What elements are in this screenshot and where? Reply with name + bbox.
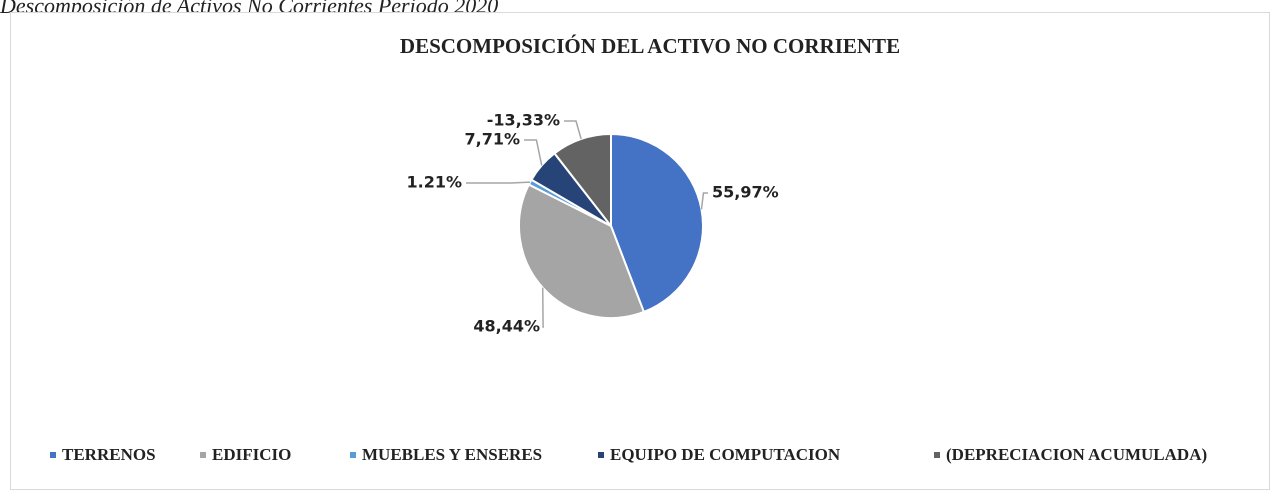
pie-slice [610,132,704,314]
chart-title: DESCOMPOSICIÓN DEL ACTIVO NO CORRIENTE [400,34,900,58]
data-label: 7,71% [464,130,520,149]
legend-marker [200,452,206,458]
legend-marker [934,452,940,458]
data-label: 48,44% [473,317,540,336]
pie-slice [518,183,646,319]
data-label: -13,33% [487,111,560,130]
legend-label: MUEBLES Y ENSERES [362,445,542,464]
data-label: 55,97% [712,183,779,202]
pie-slice [553,132,612,229]
data-label: 1.21% [406,173,462,192]
legend-marker [50,452,56,458]
legend-label: TERRENOS [62,445,156,464]
leader-line [564,120,582,140]
legend-marker [350,452,356,458]
leader-line [524,139,543,166]
leader-line [700,192,708,210]
legend-marker [598,452,604,458]
leader-line [466,181,531,184]
legend-label: EQUIPO DE COMPUTACION [610,445,841,464]
leader-line [541,287,544,328]
legend-label: EDIFICIO [212,445,291,464]
legend-label: (DEPRECIACION ACUMULADA) [946,445,1207,464]
